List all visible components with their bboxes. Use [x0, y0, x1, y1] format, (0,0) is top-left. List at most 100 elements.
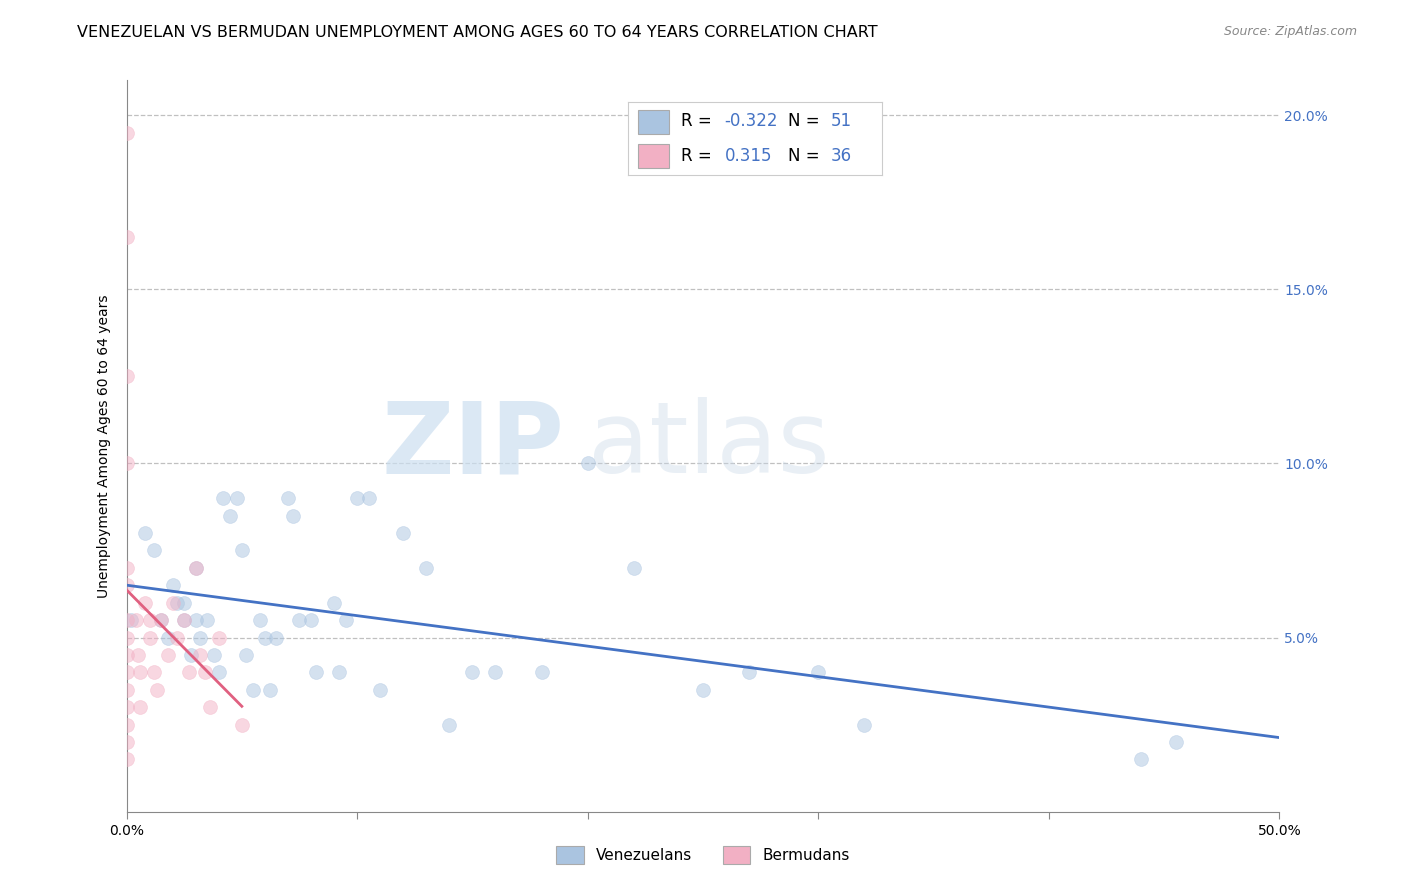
- Point: [194, 665, 217, 680]
- Point: [115, 457, 138, 471]
- Point: [288, 613, 311, 627]
- Point: [853, 717, 876, 731]
- Point: [145, 682, 167, 697]
- Point: [439, 717, 461, 731]
- Point: [1130, 752, 1153, 766]
- Point: [576, 457, 599, 471]
- Point: [115, 648, 138, 662]
- Point: [180, 648, 202, 662]
- Point: [188, 648, 211, 662]
- Point: [184, 561, 207, 575]
- Point: [226, 491, 249, 506]
- Text: 0.315: 0.315: [724, 147, 772, 165]
- Point: [235, 648, 257, 662]
- Point: [115, 613, 138, 627]
- Point: [115, 717, 138, 731]
- Point: [242, 682, 264, 697]
- Point: [150, 613, 173, 627]
- Point: [231, 543, 253, 558]
- Legend: Venezuelans, Bermudans: Venezuelans, Bermudans: [550, 840, 856, 870]
- Point: [157, 631, 180, 645]
- Text: VENEZUELAN VS BERMUDAN UNEMPLOYMENT AMONG AGES 60 TO 64 YEARS CORRELATION CHART: VENEZUELAN VS BERMUDAN UNEMPLOYMENT AMON…: [77, 25, 877, 40]
- Point: [134, 526, 156, 541]
- Point: [143, 665, 166, 680]
- Point: [173, 613, 195, 627]
- Point: [138, 613, 160, 627]
- Point: [129, 700, 152, 714]
- Point: [281, 508, 304, 523]
- Point: [115, 735, 138, 749]
- Point: [184, 561, 207, 575]
- Point: [392, 526, 415, 541]
- Point: [368, 682, 391, 697]
- Point: [173, 596, 195, 610]
- Point: [738, 665, 761, 680]
- Point: [115, 700, 138, 714]
- Point: [304, 665, 326, 680]
- Point: [253, 631, 276, 645]
- Point: [115, 369, 138, 384]
- Point: [249, 613, 271, 627]
- Point: [184, 613, 207, 627]
- Point: [323, 596, 346, 610]
- Text: 51: 51: [831, 112, 852, 130]
- Point: [335, 613, 357, 627]
- Point: [208, 665, 231, 680]
- Point: [188, 631, 211, 645]
- Point: [173, 613, 195, 627]
- Point: [195, 613, 218, 627]
- Point: [115, 752, 138, 766]
- Text: N =: N =: [787, 147, 825, 165]
- Point: [299, 613, 322, 627]
- Text: atlas: atlas: [588, 398, 830, 494]
- Point: [692, 682, 714, 697]
- Point: [134, 596, 156, 610]
- Point: [198, 700, 221, 714]
- Point: [127, 648, 149, 662]
- Text: R =: R =: [682, 112, 717, 130]
- Point: [208, 631, 231, 645]
- Point: [150, 613, 173, 627]
- Point: [623, 561, 645, 575]
- Point: [202, 648, 225, 662]
- Text: -0.322: -0.322: [724, 112, 778, 130]
- Point: [162, 596, 184, 610]
- Point: [415, 561, 437, 575]
- FancyBboxPatch shape: [638, 144, 669, 168]
- Point: [143, 543, 166, 558]
- Point: [346, 491, 368, 506]
- Point: [461, 665, 484, 680]
- Point: [115, 561, 138, 575]
- Text: 36: 36: [831, 147, 852, 165]
- Point: [115, 665, 138, 680]
- Point: [115, 682, 138, 697]
- Text: N =: N =: [787, 112, 825, 130]
- Point: [129, 665, 152, 680]
- Point: [177, 665, 200, 680]
- Point: [162, 578, 184, 592]
- Point: [138, 631, 160, 645]
- Point: [807, 665, 830, 680]
- Point: [212, 491, 235, 506]
- Text: ZIP: ZIP: [382, 398, 565, 494]
- Point: [166, 631, 188, 645]
- Point: [166, 596, 188, 610]
- Point: [115, 631, 138, 645]
- Point: [125, 613, 148, 627]
- Point: [115, 230, 138, 244]
- Point: [266, 631, 288, 645]
- Point: [231, 717, 253, 731]
- Point: [328, 665, 350, 680]
- Point: [530, 665, 553, 680]
- FancyBboxPatch shape: [638, 110, 669, 134]
- Point: [219, 508, 242, 523]
- Point: [1164, 735, 1187, 749]
- Point: [259, 682, 281, 697]
- Point: [157, 648, 180, 662]
- Text: Source: ZipAtlas.com: Source: ZipAtlas.com: [1223, 25, 1357, 38]
- Point: [115, 578, 138, 592]
- Point: [277, 491, 299, 506]
- Point: [115, 126, 138, 140]
- Point: [484, 665, 506, 680]
- Text: R =: R =: [682, 147, 717, 165]
